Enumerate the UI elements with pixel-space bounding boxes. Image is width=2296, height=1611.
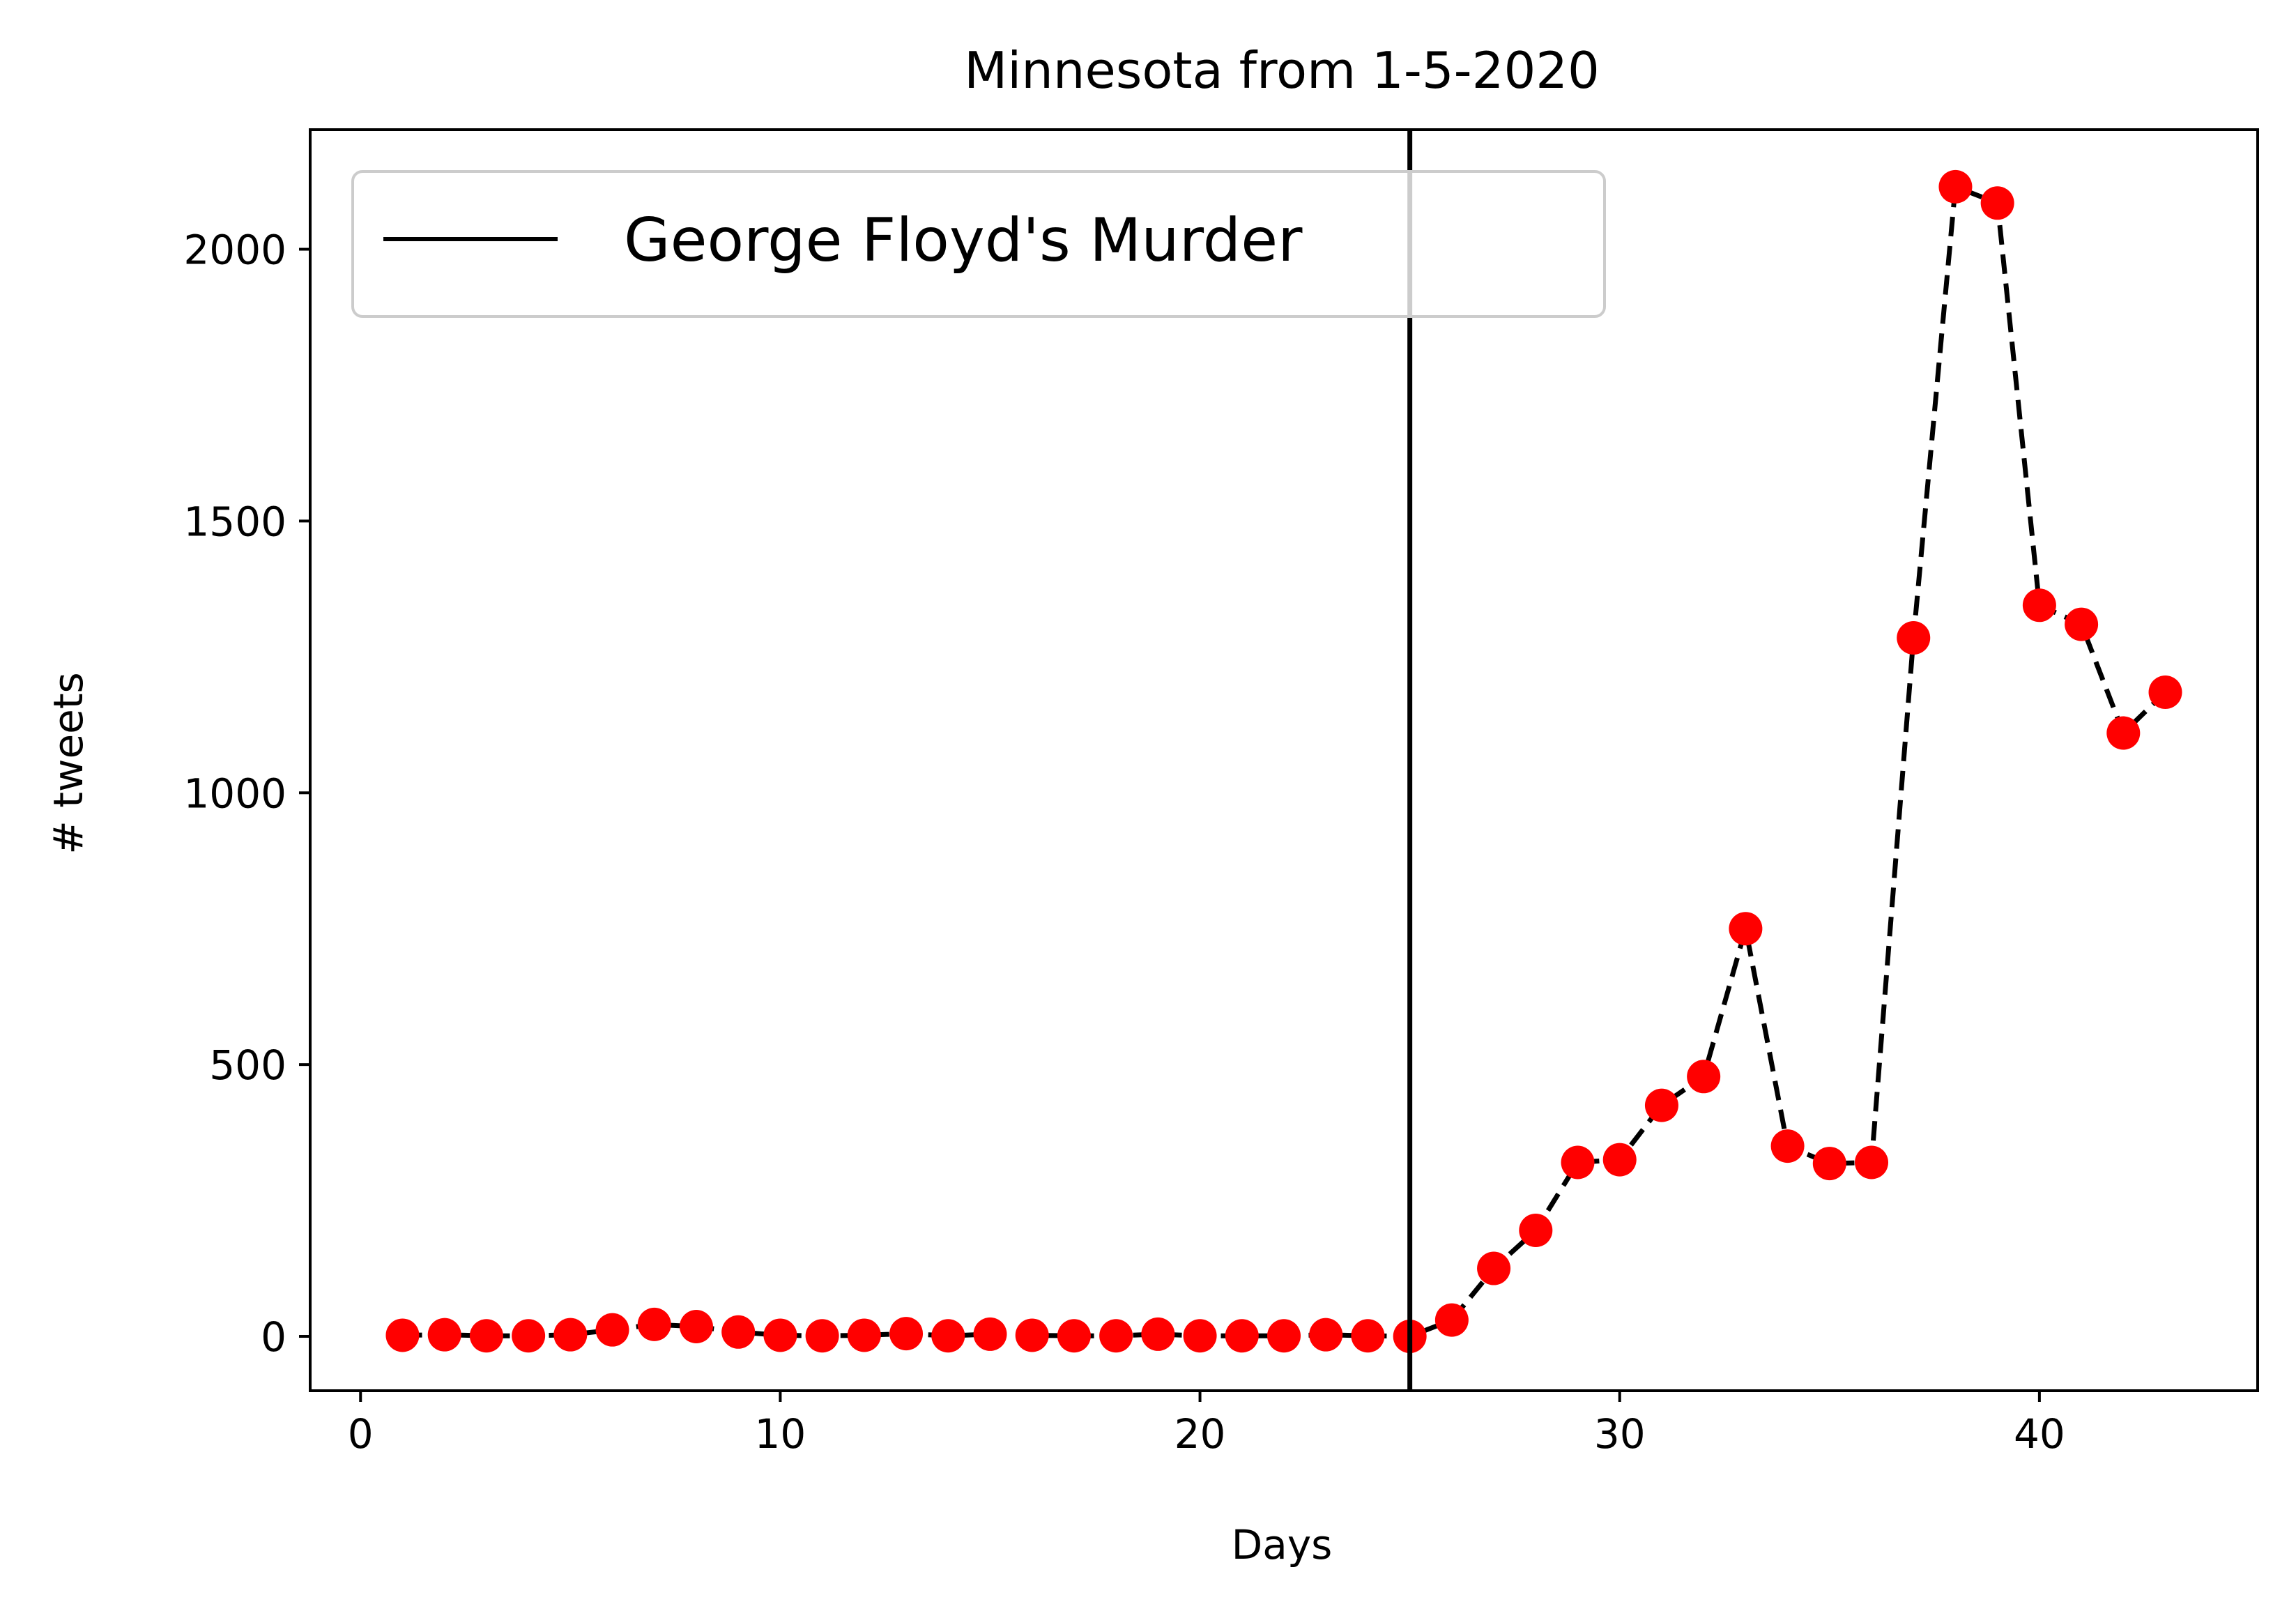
y-tick-label: 1000 xyxy=(183,770,286,817)
x-tick-label: 30 xyxy=(1594,1410,1646,1458)
data-point xyxy=(595,1313,629,1347)
legend: George Floyd's Murder xyxy=(351,170,1606,318)
data-point xyxy=(1812,1147,1846,1181)
data-point xyxy=(1519,1213,1553,1247)
x-tick-label: 20 xyxy=(1174,1410,1226,1458)
y-tick-label: 0 xyxy=(261,1313,286,1361)
y-axis-label: # tweets xyxy=(45,672,92,855)
x-tick-label: 10 xyxy=(755,1410,806,1458)
data-point xyxy=(385,1318,420,1352)
data-point xyxy=(931,1319,965,1353)
data-point xyxy=(1897,621,1931,655)
data-point xyxy=(1141,1317,1175,1351)
data-point xyxy=(637,1307,671,1341)
y-tick-label: 500 xyxy=(209,1041,286,1089)
data-point xyxy=(1434,1303,1469,1337)
data-point xyxy=(1644,1088,1678,1122)
data-point xyxy=(553,1318,588,1352)
data-group xyxy=(385,169,2182,1354)
data-point xyxy=(847,1318,881,1352)
data-point xyxy=(2065,607,2099,641)
data-point xyxy=(1477,1251,1511,1285)
data-point xyxy=(973,1317,1007,1351)
data-point xyxy=(721,1315,756,1349)
data-point xyxy=(1351,1319,1385,1353)
series-line xyxy=(402,184,2167,1339)
data-point xyxy=(427,1318,461,1352)
legend-label: George Floyd's Murder xyxy=(624,206,1303,275)
data-point xyxy=(2106,716,2141,750)
data-point xyxy=(512,1319,546,1353)
data-point xyxy=(805,1319,839,1353)
data-point xyxy=(679,1309,713,1343)
data-point xyxy=(889,1317,924,1351)
data-point xyxy=(2022,588,2056,623)
data-point xyxy=(1770,1129,1805,1163)
data-point xyxy=(1099,1319,1133,1353)
axes-group: 0 10 20 30 40 0 500 1000 1500 2000 xyxy=(183,128,2259,1458)
data-point xyxy=(1267,1319,1301,1353)
data-point xyxy=(763,1318,797,1352)
data-point xyxy=(1855,1145,1889,1179)
y-tick-label: 2000 xyxy=(183,227,286,274)
data-point xyxy=(1015,1318,1049,1352)
data-point xyxy=(1687,1060,1721,1094)
data-point xyxy=(1980,186,2014,220)
data-point xyxy=(1938,169,1973,204)
data-point xyxy=(1602,1143,1637,1177)
data-point xyxy=(1225,1319,1259,1353)
chart-title: Minnesota from 1-5-2020 xyxy=(964,41,1600,100)
y-tick-label: 1500 xyxy=(183,498,286,545)
x-axis-label: Days xyxy=(1232,1521,1333,1568)
x-tick-label: 40 xyxy=(2014,1410,2065,1458)
data-point xyxy=(2148,675,2182,710)
data-point xyxy=(1561,1145,1595,1179)
data-point xyxy=(1309,1318,1343,1352)
x-tick-label: 0 xyxy=(348,1410,374,1458)
data-point xyxy=(1057,1319,1091,1353)
data-point xyxy=(1183,1319,1217,1353)
legend-box xyxy=(351,170,1606,318)
data-point xyxy=(1729,912,1763,946)
plot-frame xyxy=(309,128,2259,1392)
data-point xyxy=(469,1319,503,1353)
